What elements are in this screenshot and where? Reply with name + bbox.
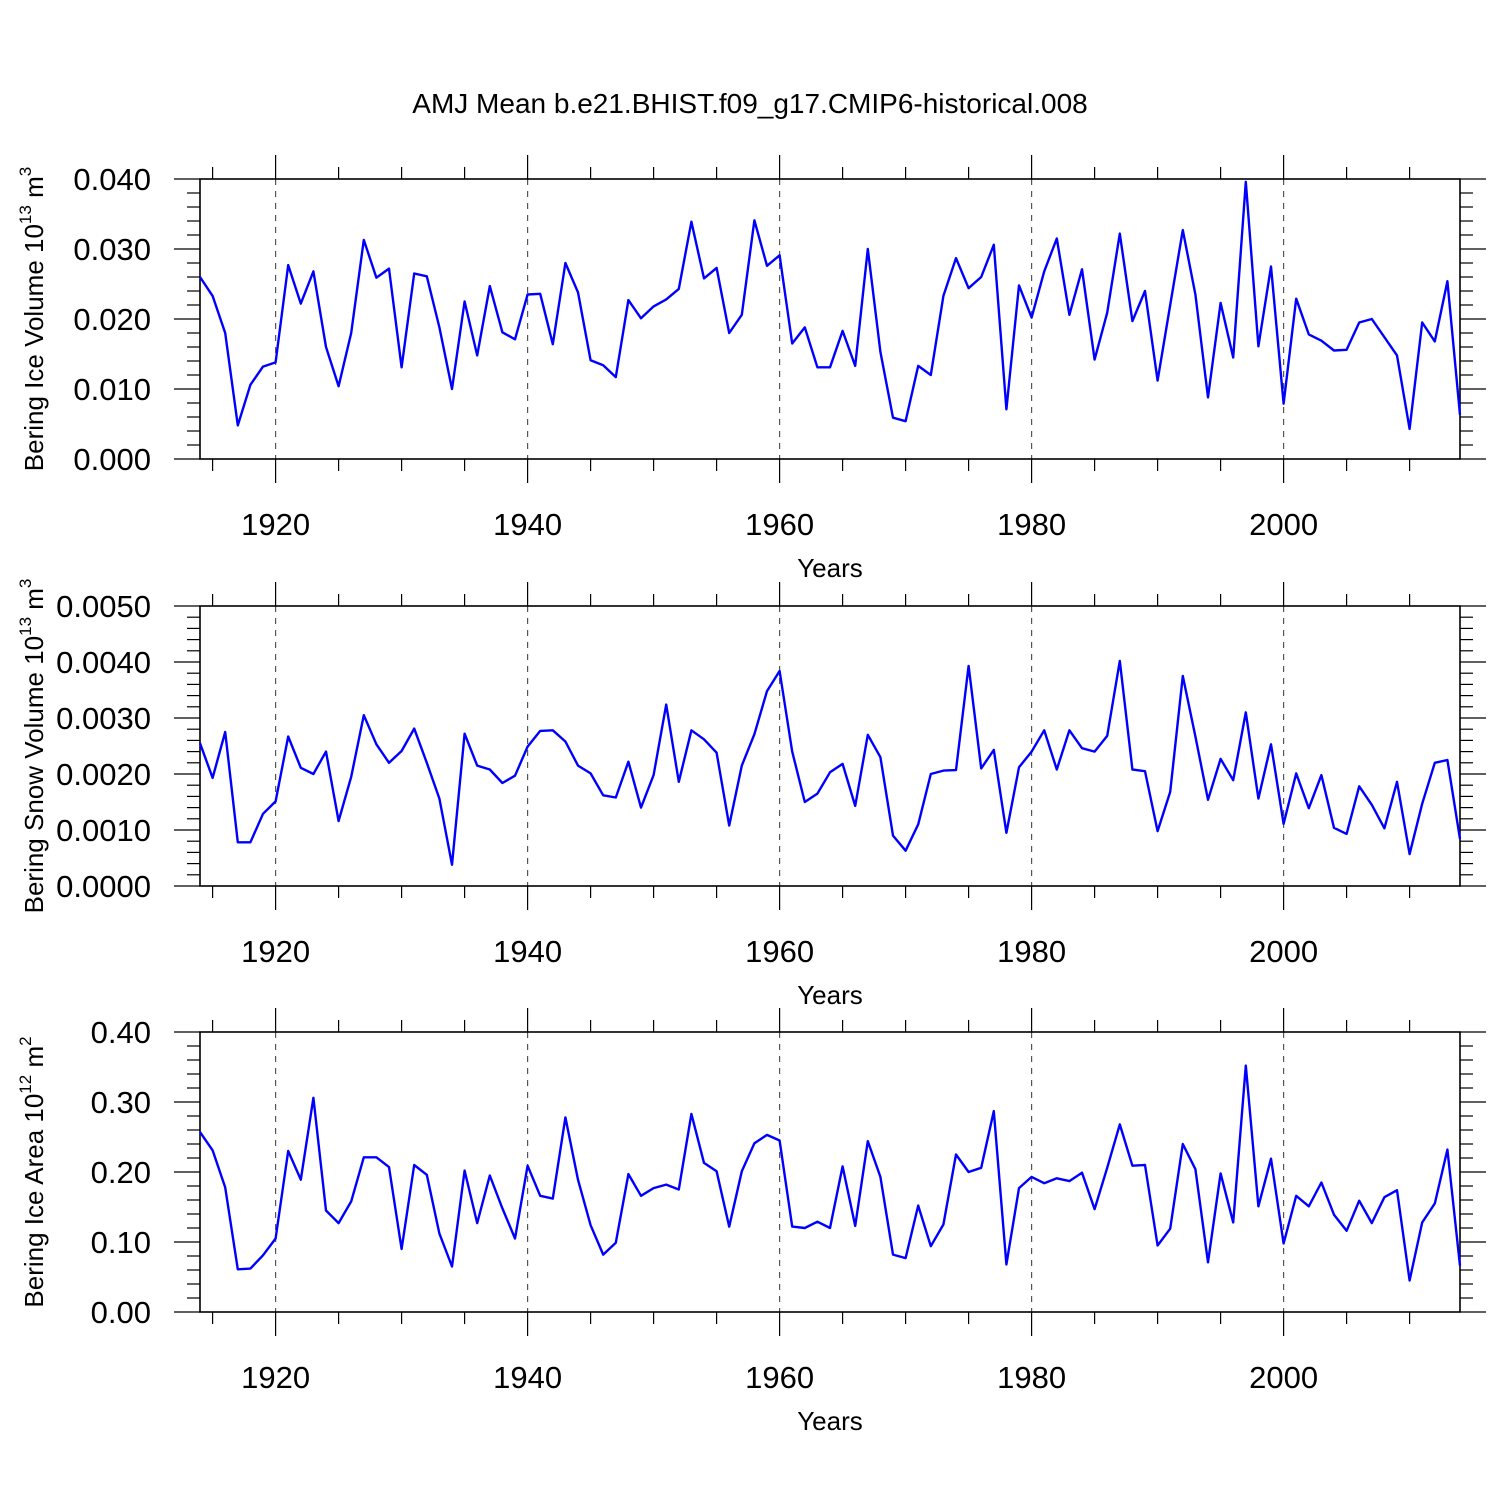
y-tick-label: 0.040	[73, 162, 151, 197]
plot-frame	[199, 1031, 1461, 1313]
panel-2: 0.0000 0.0010 0.0020 0.0030 0.0040 0.0050 1920…	[16, 579, 1486, 1010]
y-tick-label: 0.0040	[56, 645, 151, 680]
x-tick-label: 1920	[241, 1360, 310, 1395]
y-label-text: Bering Ice Volume 10	[19, 224, 49, 471]
x-tick-label: 1960	[745, 1360, 814, 1395]
y-axis-label: Bering Ice Area 1012 m2	[16, 1036, 49, 1307]
x-tick-label: 1980	[997, 1360, 1066, 1395]
y-tick-label: 0.20	[91, 1155, 151, 1190]
x-axis-label: Years	[797, 1406, 863, 1436]
x-axis-label: Years	[797, 553, 863, 583]
y-tick-label: 0.00	[91, 1295, 151, 1330]
x-tick-label: 1940	[493, 934, 562, 969]
y-label-unit-exponent: 2	[16, 1036, 35, 1045]
y-axis-label: Bering Ice Volume 1013 m3	[16, 167, 49, 471]
y-label-exponent: 13	[16, 205, 35, 224]
y-tick-label: 0.0020	[56, 757, 151, 792]
y-tick-label: 0.30	[91, 1085, 151, 1120]
x-tick-label: 2000	[1249, 507, 1318, 542]
x-tick-label: 2000	[1249, 934, 1318, 969]
y-label-unit: m	[19, 588, 49, 617]
y-tick-label: 0.40	[91, 1015, 151, 1050]
panel-3: 0.00 0.10 0.20 0.30 0.40 1920 1940 1960 1980 2000…	[16, 1008, 1486, 1436]
y-tick-label: 0.010	[73, 372, 151, 407]
y-axis-label: Bering Snow Volume 1013 m3	[16, 579, 49, 914]
x-tick-label: 1980	[997, 507, 1066, 542]
y-tick-label: 0.0010	[56, 813, 151, 848]
y-tick-label: 0.020	[73, 302, 151, 337]
x-axis-label: Years	[797, 980, 863, 1010]
y-label-unit: m	[19, 1046, 49, 1075]
series-line	[199, 180, 1462, 431]
y-label-unit-exponent: 3	[16, 167, 35, 176]
y-tick-label: 0.0030	[56, 701, 151, 736]
y-label-exponent: 13	[16, 617, 35, 636]
series-line	[198, 659, 1462, 866]
y-label-unit-exponent: 3	[16, 579, 35, 588]
plot-frame	[199, 178, 1461, 460]
x-tick-label: 1940	[493, 1360, 562, 1395]
x-tick-label: 1980	[997, 934, 1066, 969]
y-tick-label: 0.000	[73, 442, 151, 477]
y-label-exponent: 12	[16, 1075, 35, 1094]
y-label-text: Bering Ice Area 10	[19, 1094, 49, 1308]
y-tick-label: 0.030	[73, 232, 151, 267]
y-label-text: Bering Snow Volume 10	[19, 636, 49, 914]
y-tick-label: 0.0000	[56, 869, 151, 904]
x-tick-label: 1940	[493, 507, 562, 542]
series-line	[199, 1064, 1462, 1282]
x-tick-label: 1960	[745, 934, 814, 969]
x-tick-label: 1920	[241, 507, 310, 542]
y-tick-label: 0.10	[91, 1225, 151, 1260]
x-tick-label: 1920	[241, 934, 310, 969]
x-tick-label: 1960	[745, 507, 814, 542]
y-label-unit: m	[19, 176, 49, 205]
y-tick-label: 0.0050	[56, 589, 151, 624]
chart-title: AMJ Mean b.e21.BHIST.f09_g17.CMIP6-histo…	[412, 88, 1087, 119]
panel-1: 0.000 0.010 0.020 0.030 0.040 1920 1940 1960 198…	[16, 155, 1486, 583]
x-tick-label: 2000	[1249, 1360, 1318, 1395]
